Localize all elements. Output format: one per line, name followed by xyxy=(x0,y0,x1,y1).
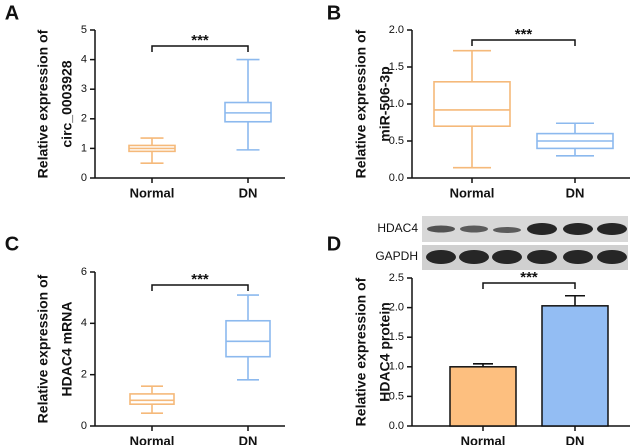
y-axis-label: Relative expression of xyxy=(35,29,51,178)
y-tick-label: 1.0 xyxy=(389,361,404,373)
y-tick-label: 5 xyxy=(81,24,87,36)
x-tick-label: Normal xyxy=(461,433,506,445)
y-tick-label: 0.5 xyxy=(389,390,404,402)
y-tick-label: 6 xyxy=(81,266,87,278)
y-tick-label: 0.5 xyxy=(389,135,404,147)
x-tick-label: Normal xyxy=(130,185,175,200)
panel-letter: A xyxy=(5,2,19,24)
x-tick-label: DN xyxy=(566,185,585,200)
y-tick-label: 2.0 xyxy=(389,302,404,314)
blot-strip xyxy=(422,245,628,270)
western-blot: HDAC4 GAPDH xyxy=(375,216,628,270)
x-tick-label: Normal xyxy=(130,433,175,445)
y-axis-label: HDAC4 mRNA xyxy=(59,302,75,397)
y-axis-label: circ_0003928 xyxy=(59,60,75,147)
y-tick-label: 0.0 xyxy=(389,420,404,432)
significance-bracket xyxy=(151,45,249,52)
blot-strip xyxy=(422,216,628,242)
y-tick-label: 2.5 xyxy=(389,272,404,284)
y-tick-label: 3 xyxy=(81,83,87,95)
significance-label: *** xyxy=(191,32,209,49)
y-tick-label: 2 xyxy=(81,369,87,381)
y-axis-label: Relative expression of xyxy=(353,277,369,426)
y-axis-label: miR-506-3p xyxy=(377,66,393,141)
box xyxy=(129,393,175,405)
panel-letter: D xyxy=(327,233,341,255)
blot-bands xyxy=(426,223,627,264)
bar xyxy=(449,366,517,427)
y-axis-label: HDAC4 protein xyxy=(377,302,393,402)
y-tick-label: 0 xyxy=(81,172,87,184)
y-tick-label: 1.5 xyxy=(389,61,404,73)
panel-letter: C xyxy=(5,233,19,255)
y-tick-label: 2 xyxy=(81,113,87,125)
y-axis-label: Relative expression of xyxy=(353,29,369,178)
box xyxy=(225,319,271,358)
significance-bracket xyxy=(471,39,576,46)
blot-label: GAPDH xyxy=(375,249,418,263)
x-tick-label: DN xyxy=(239,185,258,200)
y-tick-label: 1 xyxy=(81,142,87,154)
significance-label: *** xyxy=(515,26,533,43)
box xyxy=(433,81,511,128)
significance-label: *** xyxy=(520,269,538,286)
significance-bracket xyxy=(482,282,576,289)
x-tick-label: Normal xyxy=(450,185,495,200)
y-tick-label: 1.5 xyxy=(389,331,404,343)
blot-label: HDAC4 xyxy=(377,221,418,235)
significance-bracket xyxy=(151,284,249,291)
y-axis-label: Relative expression of xyxy=(35,274,51,423)
y-tick-label: 0.0 xyxy=(389,172,404,184)
panel-letter: B xyxy=(327,2,341,24)
x-tick-label: DN xyxy=(566,433,585,445)
bar xyxy=(541,305,609,427)
x-tick-label: DN xyxy=(239,433,258,445)
y-tick-label: 2.0 xyxy=(389,24,404,36)
y-tick-label: 4 xyxy=(81,54,87,66)
y-tick-label: 0 xyxy=(81,420,87,432)
y-tick-label: 1.0 xyxy=(389,98,404,110)
significance-label: *** xyxy=(191,271,209,288)
y-tick-label: 4 xyxy=(81,317,87,329)
